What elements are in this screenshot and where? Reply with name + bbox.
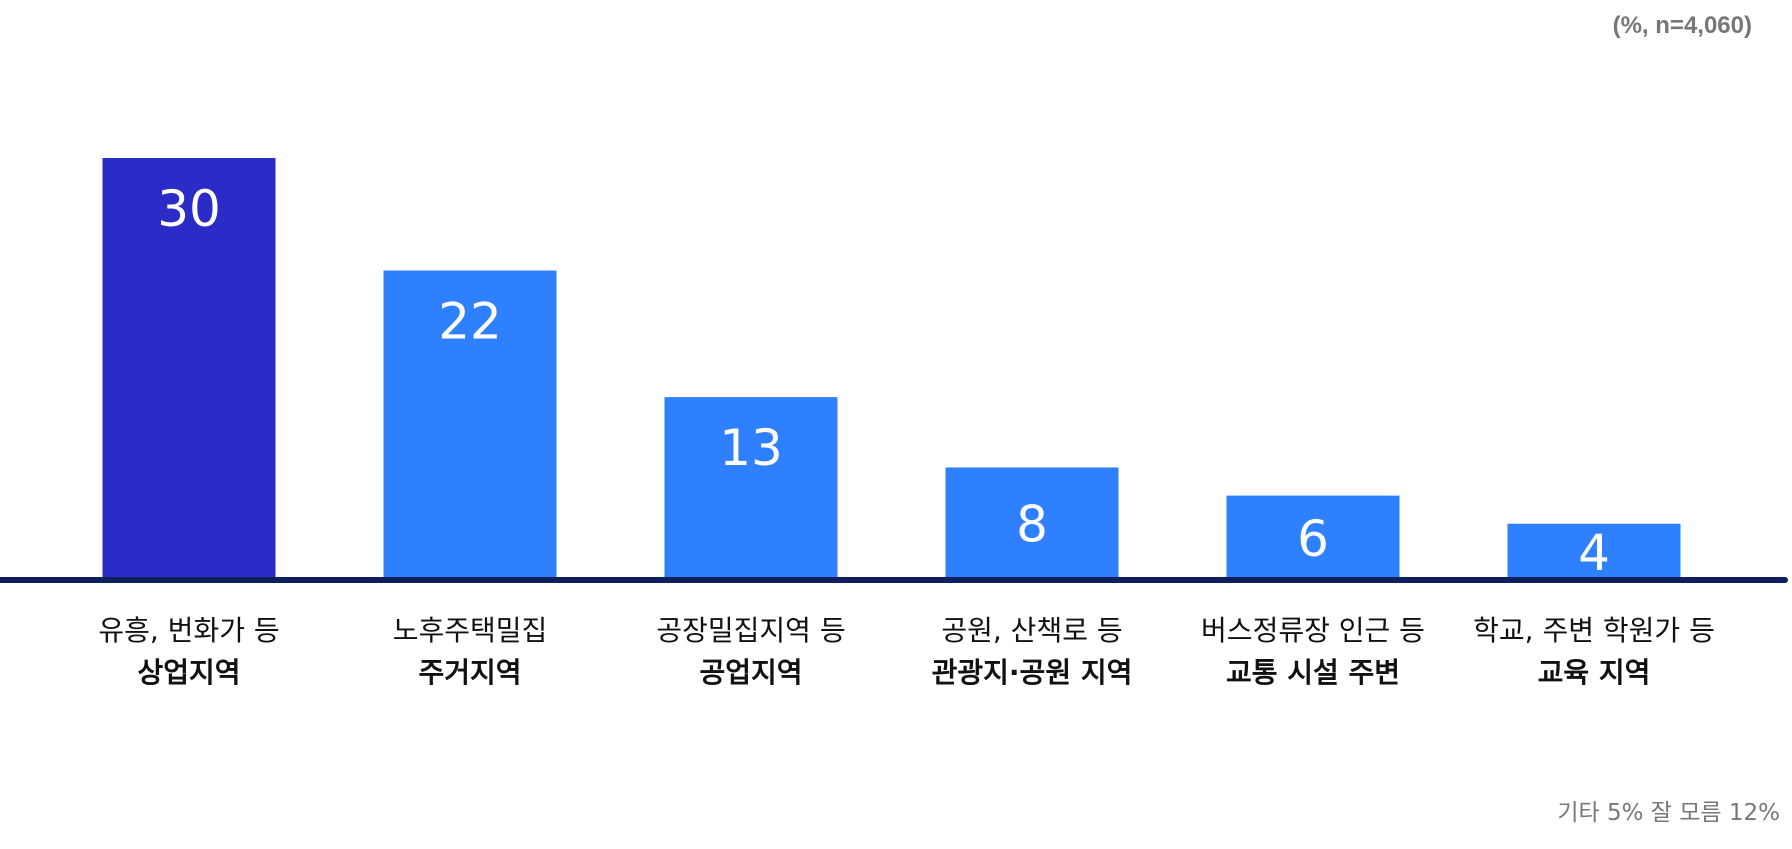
- category-sublabel-4: 관광지·공원 지역: [932, 656, 1133, 689]
- category-sublabel-5: 교통 시설 주변: [1226, 656, 1400, 689]
- unit-note: (%, n=4,060): [1612, 12, 1752, 39]
- category-label-1: 유흥, 번화가 등: [98, 614, 279, 647]
- value-label-3: 13: [719, 419, 783, 477]
- category-label-2: 노후주택밀집: [393, 614, 548, 647]
- value-label-5: 6: [1297, 510, 1329, 568]
- category-label-5: 버스정류장 인근 등: [1201, 614, 1425, 647]
- bar-3: [664, 397, 838, 580]
- value-label-1: 30: [157, 180, 221, 238]
- footnote: 기타 5% 잘 모름 12%: [1557, 800, 1780, 826]
- bar-4: [945, 467, 1119, 580]
- category-sublabel-2: 주거지역: [418, 656, 521, 689]
- bar-1: [102, 158, 276, 580]
- bar-6: [1507, 523, 1681, 580]
- category-label-4: 공원, 산책로 등: [941, 614, 1122, 647]
- category-sublabel-3: 공업지역: [699, 656, 802, 689]
- bar-5: [1226, 495, 1400, 580]
- bar-2: [383, 270, 557, 580]
- category-sublabel-1: 상업지역: [137, 656, 240, 689]
- category-label-3: 공장밀집지역 등: [656, 614, 845, 647]
- value-label-2: 22: [438, 293, 502, 351]
- value-label-4: 8: [1016, 496, 1048, 554]
- value-label-6: 4: [1578, 524, 1610, 582]
- category-sublabel-6: 교육 지역: [1538, 656, 1651, 689]
- category-label-6: 학교, 주변 학원가 등: [1473, 614, 1715, 647]
